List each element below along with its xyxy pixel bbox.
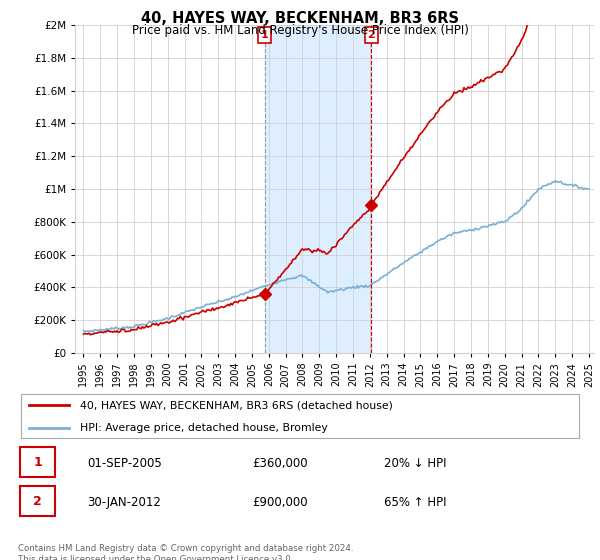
FancyBboxPatch shape (20, 486, 55, 516)
Text: 30-JAN-2012: 30-JAN-2012 (87, 496, 161, 510)
Bar (265, 25, 371, 353)
Text: 40, HAYES WAY, BECKENHAM, BR3 6RS (detached house): 40, HAYES WAY, BECKENHAM, BR3 6RS (detac… (80, 400, 393, 410)
Text: 20% ↓ HPI: 20% ↓ HPI (384, 457, 446, 470)
Text: 40, HAYES WAY, BECKENHAM, BR3 6RS: 40, HAYES WAY, BECKENHAM, BR3 6RS (141, 11, 459, 26)
Text: 2: 2 (367, 30, 375, 40)
Text: 1: 1 (260, 30, 268, 40)
Text: 2: 2 (33, 494, 42, 508)
Text: 1: 1 (33, 455, 42, 469)
Text: 65% ↑ HPI: 65% ↑ HPI (384, 496, 446, 510)
Text: Contains HM Land Registry data © Crown copyright and database right 2024.
This d: Contains HM Land Registry data © Crown c… (18, 544, 353, 560)
Text: Price paid vs. HM Land Registry's House Price Index (HPI): Price paid vs. HM Land Registry's House … (131, 24, 469, 36)
Text: 01-SEP-2005: 01-SEP-2005 (87, 457, 162, 470)
Text: HPI: Average price, detached house, Bromley: HPI: Average price, detached house, Brom… (80, 423, 328, 433)
FancyBboxPatch shape (21, 394, 578, 438)
Text: £900,000: £900,000 (252, 496, 308, 510)
FancyBboxPatch shape (20, 447, 55, 477)
Text: £360,000: £360,000 (252, 457, 308, 470)
